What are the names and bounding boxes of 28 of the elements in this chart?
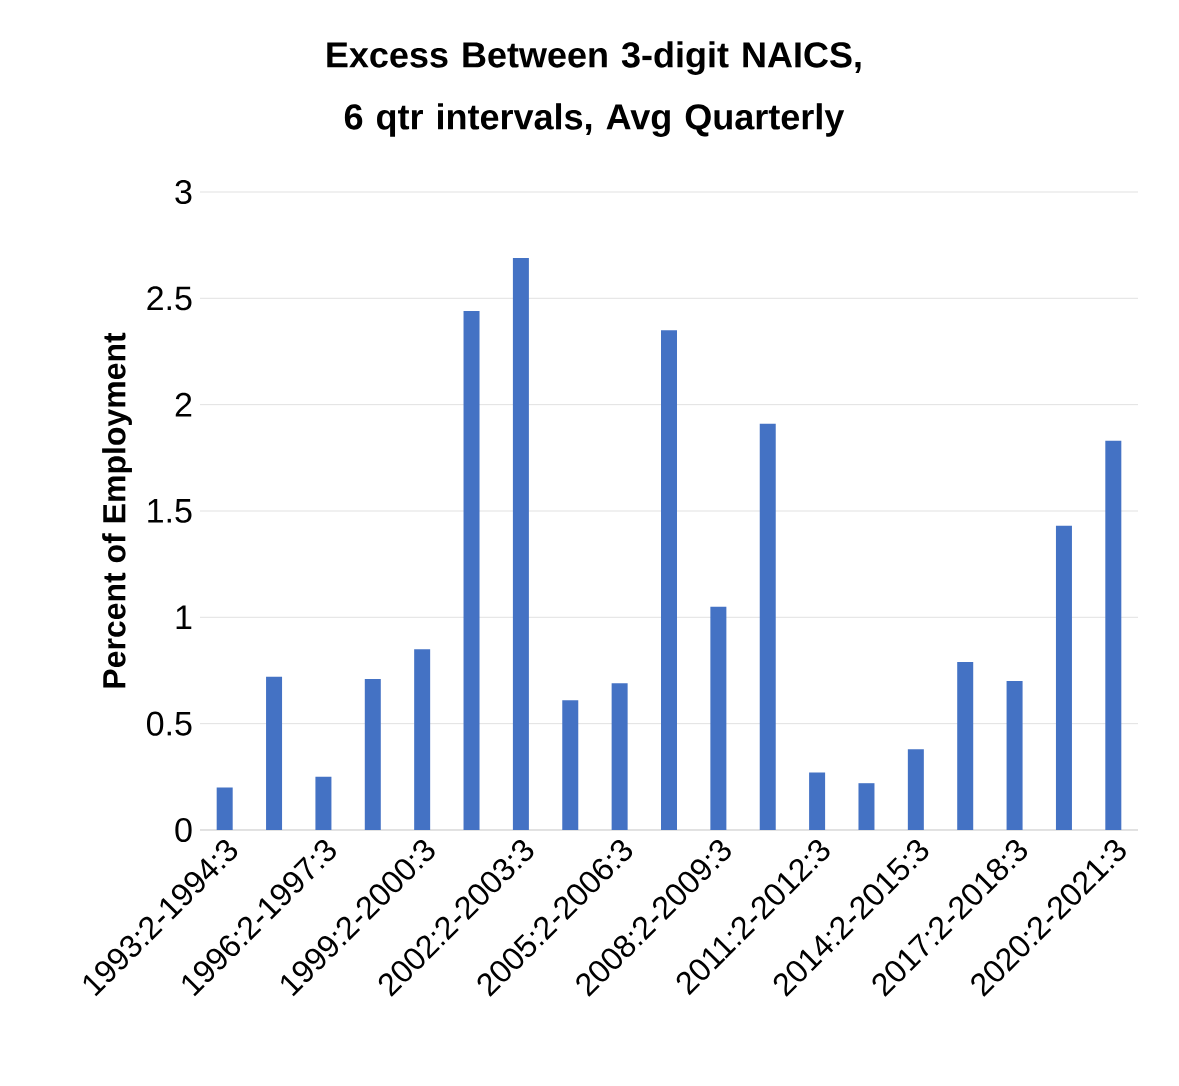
bar	[512, 257, 529, 830]
y-tick-label: 2.5	[147, 286, 192, 311]
bar	[809, 772, 826, 830]
bar	[710, 606, 727, 830]
chart-title: Excess Between 3-digit NAICS, 6 qtr intervals, Avg Quarterly	[327, 41, 861, 137]
bar	[858, 783, 875, 830]
y-tick-label: 0	[175, 817, 192, 843]
bar	[414, 649, 431, 830]
bar	[216, 787, 233, 830]
y-tick-label: 1.5	[148, 499, 192, 523]
bar	[1055, 525, 1072, 830]
bar	[661, 330, 677, 830]
bar	[611, 683, 628, 830]
bar	[1006, 681, 1023, 830]
bar	[957, 661, 974, 830]
y-tick-label: 3	[175, 179, 192, 205]
bar	[463, 311, 480, 830]
bar	[907, 749, 924, 830]
bar	[759, 423, 776, 830]
bar	[266, 676, 283, 830]
bar	[562, 700, 579, 830]
bar	[315, 776, 332, 830]
bar	[1105, 440, 1122, 830]
y-tick-label: 2	[175, 392, 192, 417]
bar	[364, 679, 381, 830]
y-tick-label: 0.5	[146, 711, 192, 736]
y-axis-title: Percent of Employment	[102, 332, 132, 688]
y-tick-label: 1	[176, 605, 192, 630]
